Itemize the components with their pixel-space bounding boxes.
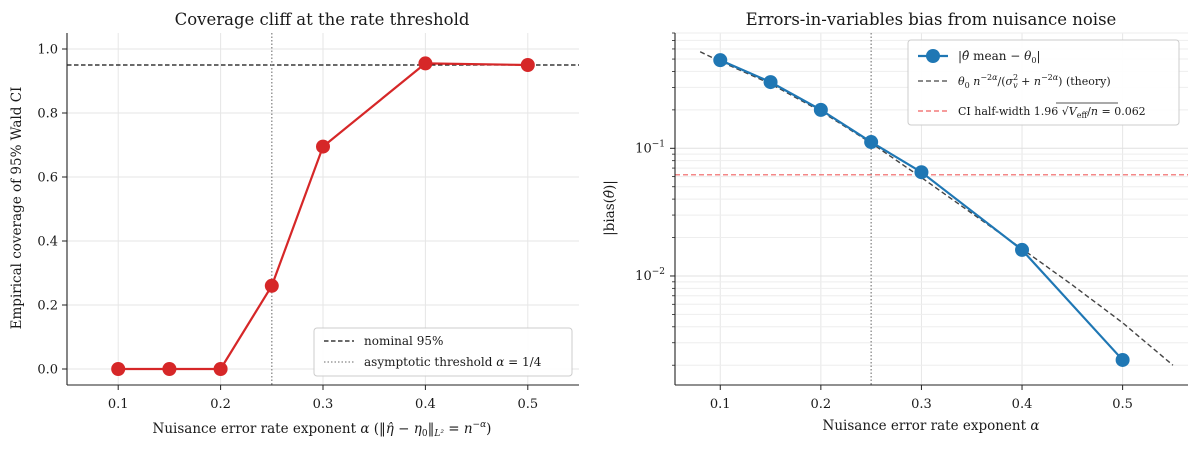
coverage-y-tick-label: 0.0: [37, 363, 58, 378]
coverage-x-tick-label: 0.4: [415, 397, 436, 412]
coverage-point: [111, 362, 126, 376]
bias-point: [763, 75, 778, 90]
bias-chart-title: Errors-in-variables bias from nuisance n…: [746, 10, 1117, 29]
coverage-y-tick-label: 1.0: [37, 43, 58, 58]
bias-panel: Errors-in-variables bias from nuisance n…: [602, 10, 1188, 434]
bias-y-tick-label: 10−1: [635, 139, 665, 156]
bias-point: [1015, 242, 1030, 257]
coverage-legend: nominal 95% asymptotic threshold α = 1/4: [313, 327, 573, 377]
coverage-panel: Coverage cliff at the rate threshold 0.1…: [9, 10, 579, 439]
coverage-point: [264, 278, 279, 293]
bias-x-tick-label: 0.1: [710, 397, 731, 412]
bias-point: [713, 53, 728, 68]
bias-x-tick-label: 0.4: [1012, 397, 1033, 412]
bias-x-tick-label: 0.5: [1112, 397, 1133, 412]
coverage-point: [162, 362, 177, 376]
legend-label-threshold: asymptotic threshold α = 1/4: [364, 355, 542, 369]
bias-x-tick-label: 0.3: [911, 397, 932, 412]
bias-x-tick-label: 0.2: [811, 397, 832, 412]
bias-y-axis-label: |bias(θ̂)|: [602, 180, 618, 236]
bias-point: [914, 165, 929, 180]
bias-legend-frame: [907, 39, 1180, 126]
coverage-x-tick-label: 0.5: [517, 397, 538, 412]
coverage-x-tick-label: 0.1: [108, 397, 129, 412]
bias-reference-lines: [675, 33, 1188, 385]
coverage-point: [418, 56, 433, 71]
bias-point: [864, 135, 879, 150]
coverage-x-axis-label: Nuisance error rate exponent α (‖η̂ − η0…: [153, 420, 492, 439]
coverage-point: [520, 58, 535, 72]
coverage-axes: [62, 33, 579, 390]
coverage-y-tick-label: 0.4: [37, 235, 58, 250]
bias-series: [699, 51, 1174, 367]
legend-label-nominal: nominal 95%: [364, 334, 443, 348]
coverage-point: [316, 139, 330, 154]
bias-point: [1115, 352, 1130, 367]
bias-tick-labels: 0.1 0.2 0.3 0.4 0.5 10−2 10−1: [635, 139, 1133, 412]
legend-label-halfwidth: CI half-width 1.96 √Veff/n = 0.062: [958, 105, 1146, 120]
coverage-y-axis-label: Empirical coverage of 95% Wald CI: [9, 87, 25, 330]
legend-label-bias: |θ̂ mean − θ0|: [958, 49, 1041, 65]
legend-label-theory: θ0 n−2α/(σ2 v + n−2α) (theory): [958, 73, 1111, 90]
bias-axes: [670, 32, 1188, 390]
coverage-x-tick-label: 0.3: [313, 397, 334, 412]
coverage-y-tick-label: 0.6: [37, 171, 58, 186]
coverage-legend-frame: [313, 327, 573, 377]
coverage-series: [111, 56, 535, 376]
bias-x-axis-label: Nuisance error rate exponent α: [823, 418, 1040, 434]
coverage-point: [213, 362, 228, 376]
theory-line: [699, 51, 1174, 366]
coverage-chart-title: Coverage cliff at the rate threshold: [175, 10, 470, 29]
legend-marker-bias: [926, 49, 940, 63]
coverage-tick-labels: 0.1 0.2 0.3 0.4 0.5 0.0 0.2 0.4 0.6 0.8 1.0: [37, 43, 538, 413]
bias-legend: |θ̂ mean − θ0| θ0 n−2α/(σ2 v + n−2α) (the…: [907, 39, 1180, 126]
coverage-reference-lines: [67, 33, 579, 385]
coverage-y-tick-label: 0.2: [37, 299, 58, 314]
coverage-y-tick-label: 0.8: [37, 107, 58, 122]
coverage-x-tick-label: 0.2: [210, 397, 231, 412]
bias-y-tick-label: 10−2: [635, 267, 665, 284]
bias-point: [813, 102, 828, 117]
